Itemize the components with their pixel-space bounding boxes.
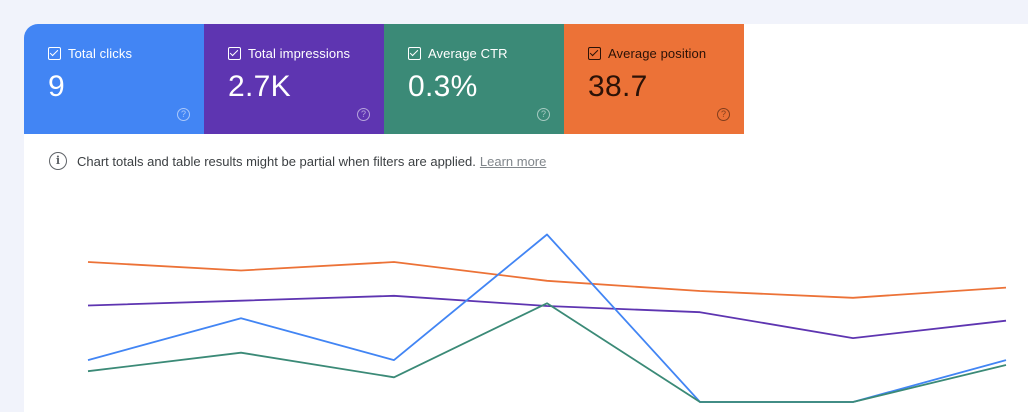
performance-panel: Total clicks 9 ? Total impressions 2.7K … — [24, 24, 1028, 412]
metric-value: 38.7 — [588, 70, 648, 103]
metric-card-average-ctr[interactable]: Average CTR 0.3% ? — [384, 24, 564, 134]
data-point-impressions-7[interactable] — [1000, 315, 1012, 327]
help-icon[interactable]: ? — [537, 108, 550, 121]
card-header: Average position — [588, 46, 744, 61]
card-header: Total clicks — [48, 46, 204, 61]
metric-card-average-position[interactable]: Average position 38.7 ? — [564, 24, 744, 134]
data-point-position-6[interactable] — [847, 292, 859, 304]
data-point-clicks-4[interactable] — [541, 228, 553, 240]
help-icon[interactable]: ? — [357, 108, 370, 121]
metric-label: Total clicks — [68, 46, 133, 61]
data-point-clicks-2[interactable] — [235, 312, 247, 324]
checkbox-checked-icon[interactable] — [228, 47, 241, 60]
checkbox-checked-icon[interactable] — [408, 47, 421, 60]
data-point-position-2[interactable] — [235, 265, 247, 277]
metric-card-total-impressions[interactable]: Total impressions 2.7K ? — [204, 24, 384, 134]
metric-label: Average CTR — [428, 46, 508, 61]
metric-value: 2.7K — [228, 70, 291, 103]
series-line-ctr — [87, 302, 1007, 403]
data-point-impressions-1[interactable] — [82, 299, 94, 311]
info-icon: i — [49, 152, 67, 170]
data-point-position-5[interactable] — [694, 285, 706, 297]
series-line-position — [87, 261, 1007, 299]
data-point-position-4[interactable] — [541, 275, 553, 287]
data-point-ctr-6[interactable] — [847, 396, 859, 408]
data-point-ctr-5[interactable] — [694, 396, 706, 408]
help-icon[interactable]: ? — [177, 108, 190, 121]
partial-data-notice: i Chart totals and table results might b… — [49, 152, 546, 170]
card-header: Total impressions — [228, 46, 384, 61]
data-point-clicks-1[interactable] — [82, 354, 94, 366]
card-header: Average CTR — [408, 46, 564, 61]
data-point-impressions-5[interactable] — [694, 306, 706, 318]
help-icon[interactable]: ? — [717, 108, 730, 121]
performance-line-chart — [82, 228, 1012, 408]
checkbox-checked-icon[interactable] — [48, 47, 61, 60]
metric-card-total-clicks[interactable]: Total clicks 9 ? — [24, 24, 204, 134]
data-point-ctr-7[interactable] — [1000, 359, 1012, 371]
data-point-ctr-3[interactable] — [388, 371, 400, 383]
data-point-ctr-1[interactable] — [82, 365, 94, 377]
data-point-position-1[interactable] — [82, 256, 94, 268]
data-point-position-3[interactable] — [388, 256, 400, 268]
data-point-position-7[interactable] — [1000, 282, 1012, 294]
data-point-ctr-4[interactable] — [541, 297, 553, 309]
checkbox-checked-icon[interactable] — [588, 47, 601, 60]
series-line-clicks — [87, 233, 1007, 403]
notice-text: Chart totals and table results might be … — [77, 153, 476, 169]
metric-label: Total impressions — [248, 46, 351, 61]
data-point-ctr-2[interactable] — [235, 347, 247, 359]
data-point-impressions-2[interactable] — [235, 295, 247, 307]
data-point-impressions-3[interactable] — [388, 290, 400, 302]
data-point-impressions-6[interactable] — [847, 332, 859, 344]
metric-label: Average position — [608, 46, 707, 61]
metric-value: 0.3% — [408, 70, 478, 103]
learn-more-link[interactable]: Learn more — [479, 153, 547, 169]
metric-cards: Total clicks 9 ? Total impressions 2.7K … — [24, 24, 744, 134]
data-point-clicks-3[interactable] — [388, 354, 400, 366]
metric-value: 9 — [48, 70, 65, 103]
series-line-impressions — [87, 294, 1007, 340]
